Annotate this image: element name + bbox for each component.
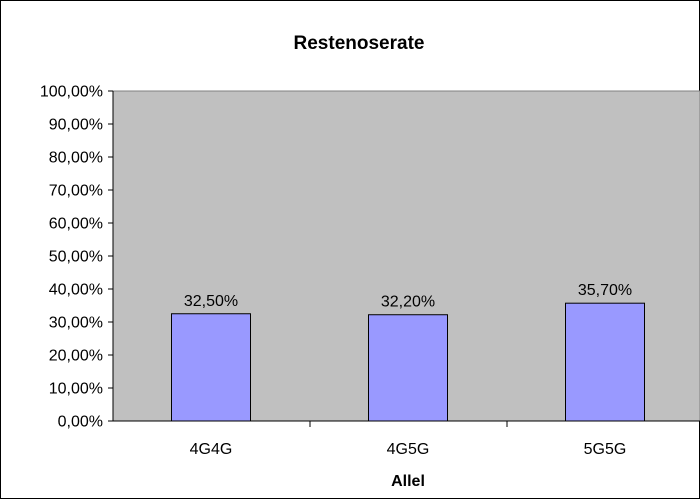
bar-value-label: 32,20%: [381, 294, 435, 311]
data-labels: 32,50% 32,20% 35,70%: [184, 282, 632, 311]
y-tick-label: 80,00%: [49, 150, 103, 167]
bars: [171, 302, 645, 422]
y-tick-label: 60,00%: [49, 216, 103, 233]
y-tick-label: 0,00%: [58, 414, 103, 431]
y-tick-label: 70,00%: [49, 183, 103, 200]
chart-title: Restenoserate: [294, 33, 425, 54]
x-category-label: 5G5G: [584, 441, 627, 458]
y-tick-label: 50,00%: [49, 249, 103, 266]
bar-value-label: 35,70%: [578, 282, 632, 299]
y-tick-label: 100,00%: [40, 84, 103, 101]
bar-5g5g: [565, 302, 645, 422]
x-category-label: 4G4G: [190, 441, 233, 458]
y-tick-label: 30,00%: [49, 315, 103, 332]
y-tick-label: 40,00%: [49, 282, 103, 299]
y-axis: 0,00% 10,00% 20,00% 30,00% 40,00% 50,00% 60,00…: [40, 84, 114, 431]
bar-value-label: 32,50%: [184, 293, 238, 310]
y-tick-label: 10,00%: [49, 381, 103, 398]
bar-4g4g: [171, 313, 251, 422]
y-tick-label: 20,00%: [49, 348, 103, 365]
x-axis-title: Allel: [391, 473, 425, 490]
x-category-label: 4G5G: [387, 441, 430, 458]
y-tick-label: 90,00%: [49, 117, 103, 134]
bar-4g5g: [368, 314, 448, 422]
